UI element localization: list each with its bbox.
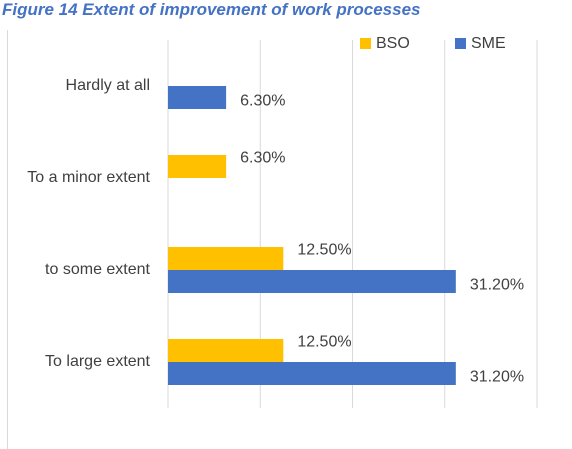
data-label: 6.30% <box>240 93 285 110</box>
bar <box>168 86 227 109</box>
bar <box>168 339 284 362</box>
bar <box>168 362 456 385</box>
data-label: 12.50% <box>297 242 351 259</box>
chart-title: Figure 14 Extent of improvement of work … <box>2 0 421 19</box>
bar <box>168 270 456 293</box>
legend-label: SME <box>471 35 506 52</box>
data-label: 31.20% <box>470 277 524 294</box>
legend-swatch <box>360 38 371 49</box>
y-tick-label: Hardly at all <box>66 77 150 94</box>
data-label: 12.50% <box>297 334 351 351</box>
data-label: 6.30% <box>240 150 285 167</box>
data-label: 31.20% <box>470 369 524 386</box>
legend-label: BSO <box>376 35 410 52</box>
bar <box>168 155 227 178</box>
y-tick-label: To large extent <box>45 353 151 370</box>
bar <box>168 247 284 270</box>
y-tick-label: to some extent <box>45 261 151 278</box>
legend-swatch <box>455 38 466 49</box>
y-tick-label: To a minor extent <box>27 169 150 186</box>
